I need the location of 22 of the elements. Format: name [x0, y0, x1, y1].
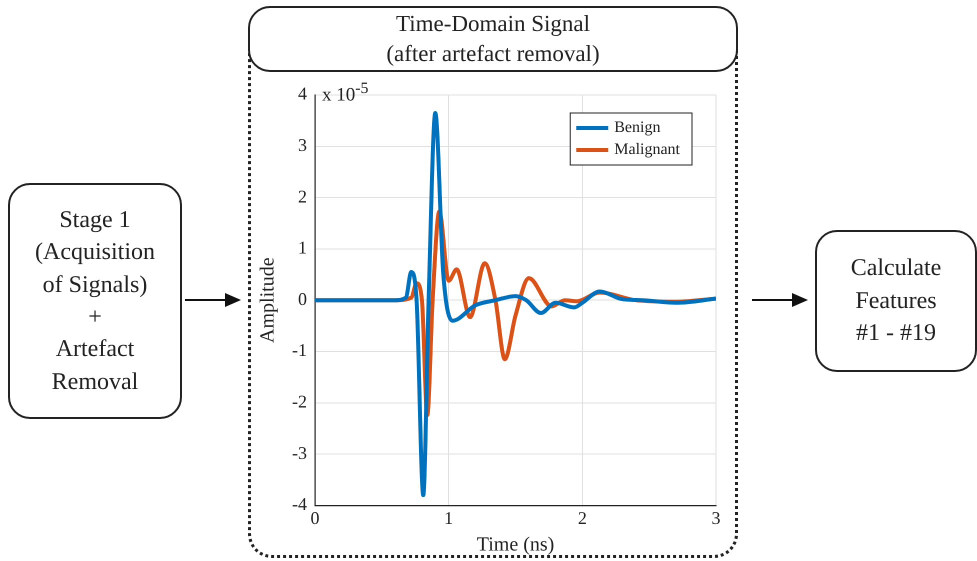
x-tick-label: 1 — [444, 508, 454, 528]
annotation: x 10$^{-5}$ — [322, 80, 368, 106]
y-tick-label: 4 — [298, 84, 307, 104]
x-tick-label: 2 — [578, 508, 587, 528]
y-axis-title: Amplitude — [256, 257, 278, 343]
y-tick-label: 3 — [298, 135, 307, 156]
y-tick-label: 2 — [298, 186, 307, 206]
x-axis-title: Time (ns) — [476, 533, 554, 556]
x-tick-label: 3 — [712, 508, 720, 528]
legend-label: Benign — [614, 119, 660, 136]
y-tick-label: 1 — [298, 238, 307, 258]
x-tick-label: 0 — [310, 508, 320, 528]
legend-label: Malignant — [614, 141, 681, 158]
y-tick-label: -3 — [292, 442, 307, 463]
y-tick-label: 0 — [298, 288, 307, 309]
y-tick-label: -1 — [292, 340, 307, 360]
text: Stage 1 (Acquisition of Signals) + Artefact Removal — [8, 183, 182, 419]
chart-title: Time-Domain Signal (after artefact removal) — [248, 6, 738, 72]
y-tick-label: -4 — [292, 494, 307, 514]
line-series — [314, 110, 716, 498]
text: Calculate Features #1 - #19 — [815, 230, 977, 372]
y-tick-label: -2 — [292, 392, 307, 412]
